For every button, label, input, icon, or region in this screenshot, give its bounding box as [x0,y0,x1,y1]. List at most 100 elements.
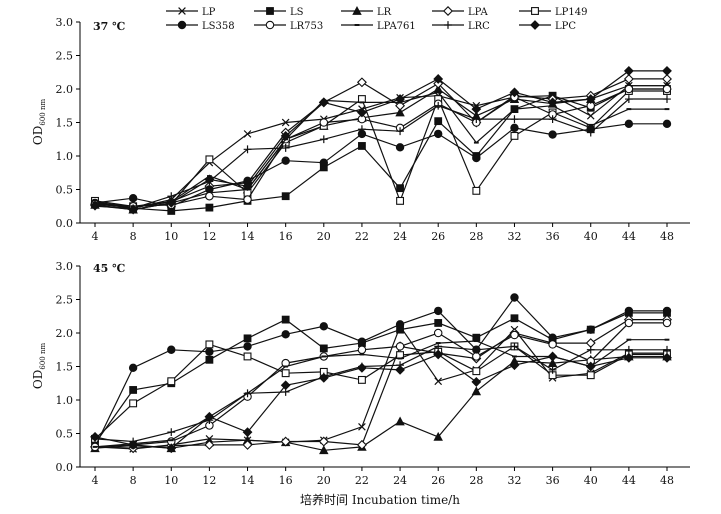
x-tick-label: 12 [202,474,216,487]
data-point [167,377,176,386]
data-point [547,97,558,108]
legend-label: LRC [468,21,490,32]
data-point [434,101,443,110]
x-tick-label: 32 [507,474,521,487]
y-axis-label: OD600 nm [31,343,47,390]
legend-label: LR753 [290,21,323,32]
data-point [128,204,139,215]
series-line [94,90,667,207]
data-point [167,428,176,437]
data-point [204,411,215,422]
data-point [281,330,290,339]
data-point [662,119,672,129]
data-point [509,360,520,371]
legend-marker [530,20,540,30]
data-point [205,155,214,164]
legend-item: LS [254,7,304,18]
x-tick-label: 4 [92,474,99,487]
y-axis-label: OD600 nm [31,99,47,146]
data-point [281,369,290,378]
data-point [356,77,367,88]
data-point [586,111,595,120]
data-point [205,340,214,349]
data-point [205,203,214,212]
series-line [94,78,667,209]
data-point [90,431,100,442]
data-point [242,439,253,450]
data-point [510,131,519,140]
x-tick-label: 24 [393,474,407,487]
legend-item: LRC [432,21,490,32]
data-point [242,427,253,438]
x-tick-label: 12 [202,230,216,243]
data-point [510,342,519,351]
data-point [243,342,252,351]
panel-45c: 45 ℃ OD600 nm 0.00.51.01.52.02.53.04 8 10 1… [31,260,690,487]
x-tick-label: 8 [130,230,137,243]
x-tick-label: 24 [393,230,407,243]
data-point [128,439,139,450]
legend-item: LPA [432,6,488,18]
data-point [396,184,404,193]
data-point [281,192,290,201]
data-point [472,186,481,195]
series-line [94,322,667,448]
legend-marker [531,7,539,15]
series-line [94,296,667,448]
x-tick-label: 40 [584,230,598,243]
x-tick-label: 28 [469,474,483,487]
data-point [510,330,519,340]
data-point [319,322,328,331]
data-point [281,118,290,127]
legend-label: LR [377,7,392,18]
data-point [205,355,214,364]
data-point [623,66,634,76]
y-tick-label: 1.0 [56,394,74,407]
data-point [624,95,633,103]
x-tick-label: 26 [431,474,445,487]
data-point [128,194,138,203]
data-point [585,94,596,104]
data-point [509,87,520,98]
y-tick-label: 0.5 [56,428,74,441]
legend-marker [352,6,362,15]
data-point [318,436,329,447]
data-point [663,345,671,354]
series-lr753 [90,318,672,452]
data-point [358,125,366,134]
data-point [319,344,328,353]
legend-item: LS358 [166,20,235,32]
data-point [318,97,329,108]
x-tick-label: 36 [546,474,560,487]
data-point [624,84,634,94]
data-point [624,306,634,316]
data-point [624,119,634,129]
x-tick-label: 48 [660,474,674,487]
data-point [280,130,291,141]
data-point [280,380,291,391]
y-tick-label: 0.0 [56,217,74,230]
legend-item: LR753 [254,20,323,32]
data-point [243,130,252,138]
legend-marker [443,6,453,16]
series-line [94,353,667,449]
data-point [548,130,557,139]
series-lpc [90,349,672,454]
legend-item: LP [166,7,216,18]
legend-label: LS358 [202,21,235,32]
x-tick-label: 40 [584,474,598,487]
data-point [434,306,443,316]
x-tick-label: 4 [92,230,99,243]
data-point [280,436,291,447]
data-point [129,399,138,408]
legend-marker [177,20,187,30]
data-point [395,342,405,351]
series-line [94,88,667,207]
x-tick-label: 44 [622,230,636,243]
x-tick-label: 36 [546,230,560,243]
data-point [319,135,328,144]
data-point [662,352,672,363]
data-point [624,318,634,328]
data-point [586,325,595,334]
data-point [205,191,214,201]
